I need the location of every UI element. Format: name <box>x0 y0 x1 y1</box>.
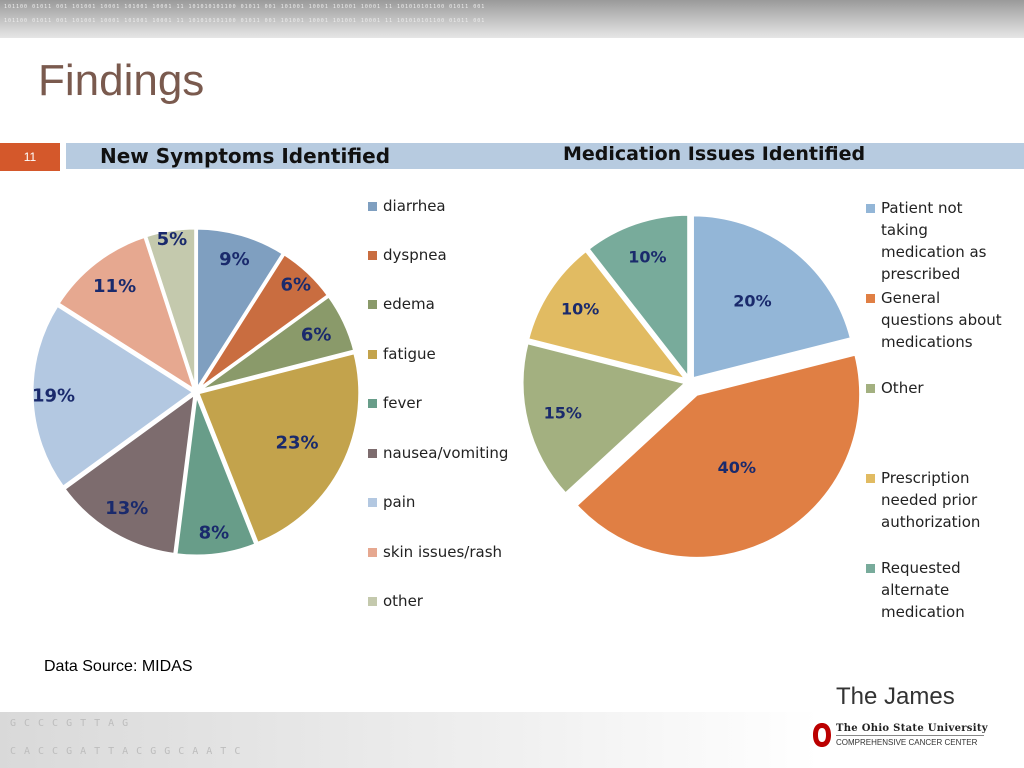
pie-slice-pain <box>30 303 197 490</box>
pie-slice-diarrhea <box>195 226 286 396</box>
institution-subtitle: COMPREHENSIVE CANCER CENTER <box>836 738 978 747</box>
legend-swatch <box>368 498 377 507</box>
legend-label: General questions about medications <box>881 289 1002 351</box>
pie-slice-prescription-needed-prior-authorization <box>525 248 691 383</box>
legend-swatch <box>368 350 377 359</box>
legend-item-other: Other <box>866 377 1006 399</box>
legend-swatch <box>368 251 377 260</box>
legend-label: dyspnea <box>383 246 447 264</box>
pie-label-prescription-needed-prior-authorization: 10% <box>561 300 599 319</box>
dna-decor-1: GCCCGTTAG <box>10 718 137 729</box>
data-source-note: Data Source: MIDAS <box>44 658 193 675</box>
pie-slice-requested-alternate-medication <box>585 212 691 383</box>
pie-label-skin-issues-rash: 11% <box>93 276 136 297</box>
pie-slice-skin-issues-rash <box>55 234 198 394</box>
legend-swatch <box>368 548 377 557</box>
pie-slice-other <box>143 226 198 391</box>
pie-label-edema: 6% <box>301 324 332 345</box>
legend-item-nausea-vomiting: nausea/vomiting <box>368 442 518 464</box>
slide-title: Findings <box>38 56 205 105</box>
pie-label-diarrhea: 9% <box>219 249 250 270</box>
pie-slice-general-questions-about-medications <box>573 352 863 560</box>
legend-swatch <box>368 399 377 408</box>
legend-swatch <box>866 204 875 213</box>
pie-label-requested-alternate-medication: 10% <box>628 247 666 266</box>
pie-label-patient-not-taking-medication-as-prescribed: 20% <box>733 291 771 310</box>
legend-label: nausea/vomiting <box>383 444 509 462</box>
legend-label: Prescription needed prior authorization <box>881 469 981 531</box>
pie-slice-other <box>520 340 690 497</box>
legend-item-fatigue: fatigue <box>368 343 518 365</box>
legend-item-requested-alternate-medication: Requested alternate medication <box>866 557 1006 623</box>
legend-item-pain: pain <box>368 491 518 513</box>
legend-label: pain <box>383 493 416 511</box>
legend-swatch <box>866 474 875 483</box>
footer-decor-band: GCCCGTTAG CACCGATTACGGCAATC <box>0 712 1024 768</box>
pie-label-fatigue: 23% <box>275 432 318 453</box>
legend-swatch <box>866 384 875 393</box>
legend-item-prescription-needed-prior-authorization: Prescription needed prior authorization <box>866 467 1006 533</box>
pie-slice-fatigue <box>195 350 362 546</box>
legend-label: other <box>383 592 423 610</box>
header-bar <box>66 143 1024 169</box>
brand-name: The James <box>836 683 955 710</box>
pie-label-other: 5% <box>157 229 188 250</box>
slide-number: 11 <box>0 143 60 171</box>
legend-label: edema <box>383 295 435 313</box>
legend-swatch <box>866 564 875 573</box>
legend-swatch <box>368 300 377 309</box>
pie-slice-patient-not-taking-medication-as-prescribed <box>690 213 854 381</box>
legend-label: skin issues/rash <box>383 543 503 561</box>
top-decor-band: 101100 01011 001 101001 10001 101001 100… <box>0 0 1024 38</box>
legend-swatch <box>368 597 377 606</box>
legend-label: Other <box>881 379 924 397</box>
pie-slice-nausea-vomiting <box>61 390 197 557</box>
legend-label: Requested alternate medication <box>881 559 965 621</box>
institution-name: The Ohio State University <box>836 723 988 734</box>
legend-item-dyspnea: dyspnea <box>368 244 518 266</box>
chart-title-symptoms: New Symptoms Identified <box>100 144 391 168</box>
institution-divider <box>836 735 984 736</box>
binary-decor-2: 101100 01011 001 101001 10001 101001 100… <box>4 18 486 24</box>
legend-swatch <box>368 449 377 458</box>
pie-label-pain: 19% <box>32 385 75 406</box>
legend-label: fever <box>383 394 422 412</box>
pie-label-dyspnea: 6% <box>281 275 312 296</box>
legend-item-diarrhea: diarrhea <box>368 195 518 217</box>
legend-item-other: other <box>368 590 518 612</box>
legend-item-patient-not-taking-medication-as-prescribed: Patient not taking medication as prescri… <box>866 197 1006 285</box>
legend-label: diarrhea <box>383 197 446 215</box>
legend-label: fatigue <box>383 345 436 363</box>
legend-item-skin-issues-rash: skin issues/rash <box>368 541 518 563</box>
pie-label-fever: 8% <box>199 522 230 543</box>
legend-swatch <box>866 294 875 303</box>
pie-label-general-questions-about-medications: 40% <box>718 458 756 477</box>
binary-decor: 101100 01011 001 101001 10001 101001 100… <box>4 4 486 10</box>
legend-label: Patient not taking medication as prescri… <box>881 199 987 283</box>
pie-label-nausea-vomiting: 13% <box>105 498 148 519</box>
dna-decor-2: CACCGATTACGGCAATC <box>10 746 249 757</box>
legend-item-edema: edema <box>368 293 518 315</box>
pie-slice-edema <box>196 293 357 393</box>
pie-label-other: 15% <box>544 404 582 423</box>
legend-swatch <box>368 202 377 211</box>
legend-item-general-questions-about-medications: General questions about medications <box>866 287 1006 353</box>
chart-title-medication: Medication Issues Identified <box>563 143 866 165</box>
osu-logo-icon <box>813 723 831 747</box>
legend-item-fever: fever <box>368 392 518 414</box>
